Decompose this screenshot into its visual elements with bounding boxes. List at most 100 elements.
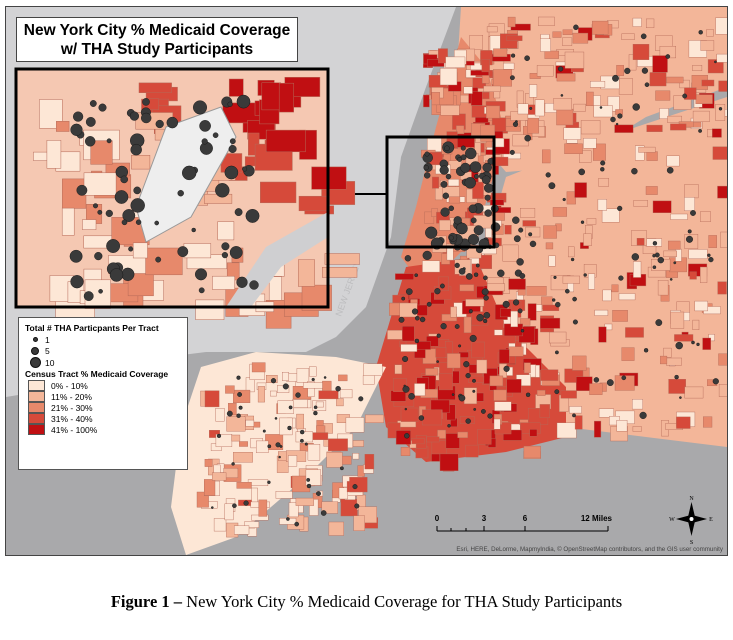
census-tract bbox=[422, 260, 440, 273]
census-tract bbox=[295, 497, 314, 506]
participant-dot bbox=[70, 275, 84, 289]
participant-dot bbox=[469, 161, 482, 173]
participant-dot bbox=[512, 216, 520, 224]
census-tract bbox=[277, 400, 294, 414]
census-tract bbox=[456, 125, 465, 135]
participant-dot bbox=[600, 167, 605, 172]
legend-participants-title: Total # THA Particpants Per Tract bbox=[25, 323, 159, 333]
census-tract bbox=[483, 85, 501, 92]
inset-source-box bbox=[385, 135, 496, 249]
participant-dot bbox=[513, 299, 520, 306]
census-tract bbox=[586, 218, 597, 225]
participant-dot bbox=[212, 132, 219, 138]
participant-dot bbox=[270, 378, 277, 384]
participant-dot bbox=[313, 405, 318, 410]
participant-dot bbox=[306, 477, 311, 482]
participant-dot bbox=[398, 316, 405, 323]
census-tract bbox=[437, 429, 446, 439]
census-tract bbox=[598, 177, 609, 187]
participant-dot bbox=[311, 377, 315, 382]
participant-dot bbox=[718, 107, 723, 111]
census-tract bbox=[415, 446, 429, 459]
participant-dot bbox=[545, 172, 551, 178]
census-tract bbox=[309, 366, 317, 377]
participant-dot bbox=[518, 227, 524, 233]
participant-dot bbox=[98, 288, 103, 294]
participant-dot bbox=[572, 296, 577, 302]
census-tract bbox=[226, 416, 246, 432]
participant-dot bbox=[106, 239, 121, 253]
census-tract bbox=[588, 273, 595, 290]
census-tract bbox=[572, 32, 589, 44]
census-tract bbox=[616, 65, 625, 76]
census-tract bbox=[540, 369, 559, 381]
participant-dot bbox=[194, 268, 207, 281]
north-label: N bbox=[689, 496, 694, 502]
participant-dot bbox=[426, 301, 432, 307]
participant-dot bbox=[226, 410, 233, 417]
participant-dot bbox=[121, 267, 135, 281]
census-tract bbox=[493, 69, 512, 87]
census-tract bbox=[700, 266, 708, 283]
participant-dot bbox=[463, 361, 470, 368]
north-arrow-icon: N S W E bbox=[669, 496, 713, 545]
participant-dot bbox=[339, 466, 344, 471]
census-tract bbox=[490, 199, 505, 206]
participant-dot bbox=[673, 261, 677, 265]
census-tract bbox=[445, 56, 466, 68]
participant-dot bbox=[631, 167, 638, 175]
census-tract bbox=[539, 404, 551, 418]
census-tract bbox=[583, 137, 597, 149]
legend-swatch bbox=[28, 424, 45, 435]
census-tract bbox=[296, 413, 304, 430]
participant-dot bbox=[655, 319, 663, 326]
participant-dot bbox=[402, 385, 410, 393]
participant-dot bbox=[121, 219, 128, 226]
legend-class-row: 31% - 40% bbox=[25, 413, 181, 424]
participant-dot bbox=[408, 392, 415, 400]
participant-dot bbox=[444, 145, 450, 152]
participant-dot bbox=[457, 157, 462, 162]
census-tract bbox=[445, 433, 460, 449]
participant-dot bbox=[76, 184, 88, 196]
participant-dot bbox=[560, 94, 564, 97]
participant-dot bbox=[352, 484, 358, 490]
census-tract bbox=[657, 280, 669, 296]
census-tract bbox=[536, 390, 546, 396]
census-tract bbox=[592, 20, 609, 35]
participant-dot bbox=[682, 93, 688, 99]
census-tract bbox=[580, 120, 601, 135]
census-tract bbox=[494, 401, 512, 411]
participant-dot bbox=[105, 209, 113, 218]
participant-dot bbox=[313, 410, 318, 416]
participant-dot bbox=[475, 263, 480, 268]
census-tract bbox=[225, 385, 235, 394]
participant-dot bbox=[679, 396, 682, 399]
census-tract bbox=[303, 382, 323, 389]
census-tract bbox=[402, 326, 415, 342]
census-tract bbox=[668, 240, 681, 250]
census-tract bbox=[212, 275, 235, 290]
census-tract bbox=[213, 518, 227, 532]
legend-class-label: 41% - 100% bbox=[51, 424, 98, 435]
census-tract bbox=[424, 211, 435, 224]
census-tract bbox=[61, 207, 75, 236]
census-tract bbox=[352, 453, 360, 460]
census-tract bbox=[265, 129, 306, 153]
census-tract bbox=[255, 440, 269, 453]
census-tract bbox=[431, 440, 447, 456]
participant-dot bbox=[278, 455, 281, 459]
participant-dot bbox=[181, 165, 197, 181]
participant-dot bbox=[482, 162, 492, 173]
participant-dot bbox=[472, 389, 476, 393]
census-tract bbox=[328, 438, 348, 452]
census-tract bbox=[258, 499, 268, 517]
participant-dot bbox=[177, 189, 184, 197]
census-tract bbox=[228, 78, 244, 97]
census-tract bbox=[519, 318, 531, 326]
census-tract bbox=[562, 37, 573, 46]
participant-dot bbox=[631, 253, 639, 261]
census-tract bbox=[666, 155, 680, 167]
participant-dot bbox=[236, 375, 241, 380]
participant-dot bbox=[497, 269, 505, 277]
